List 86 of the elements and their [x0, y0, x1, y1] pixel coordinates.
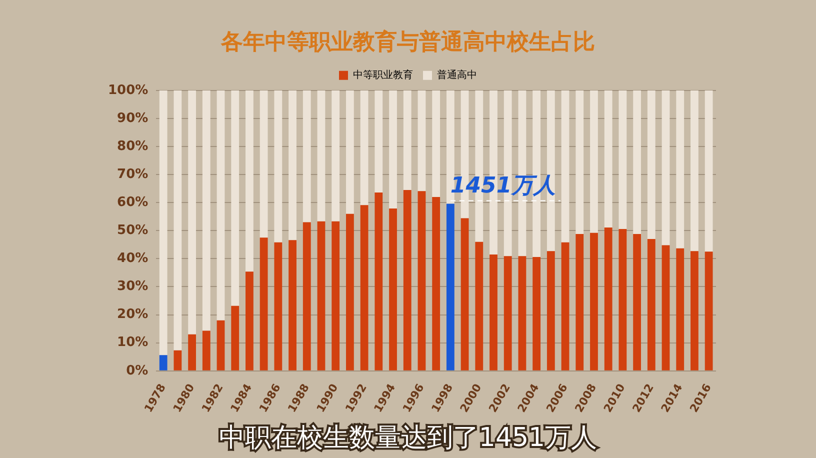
bar: [360, 205, 368, 370]
bar: [475, 242, 484, 370]
bar: [202, 90, 210, 331]
bar: [504, 256, 512, 370]
y-tick-label: 50%: [117, 223, 148, 238]
bar: [274, 90, 282, 242]
bar: [704, 90, 713, 252]
bar: [618, 228, 627, 370]
bar: [633, 234, 641, 370]
bar: [159, 90, 168, 356]
legend-label: 普通高中: [437, 68, 477, 81]
bar: [546, 251, 555, 370]
bar: [332, 90, 340, 222]
y-tick-label: 90%: [117, 110, 148, 126]
bar: [590, 232, 598, 370]
bar: [159, 355, 168, 370]
bar: [374, 192, 383, 370]
text: 中职在校生数量达到了1451万人: [218, 422, 598, 453]
bar: [174, 350, 182, 370]
annotation: 1451万人: [450, 173, 556, 198]
bar: [188, 334, 196, 370]
bar: [246, 272, 254, 370]
bar: [690, 251, 698, 370]
bar: [332, 221, 340, 370]
bar: [317, 221, 326, 370]
bar: [576, 234, 584, 370]
bar: [389, 90, 397, 208]
bar: [490, 254, 498, 370]
bar: [418, 90, 426, 192]
bar: [389, 208, 397, 370]
bar: [676, 248, 684, 370]
y-tick-label: 20%: [117, 307, 148, 322]
bar: [260, 90, 268, 238]
bar: [561, 90, 570, 242]
bar: [216, 320, 225, 370]
bar: [374, 90, 383, 192]
y-tick-label: 60%: [117, 194, 148, 210]
bar: [633, 90, 641, 234]
bar: [302, 222, 311, 370]
y-tick-label: 80%: [117, 138, 148, 154]
bar: [418, 191, 426, 370]
bar: [302, 90, 311, 222]
bar: [202, 330, 210, 370]
bar: [446, 204, 454, 370]
legend-label: 中等职业教育: [353, 68, 413, 81]
bar: [647, 239, 656, 370]
bar: [662, 90, 670, 246]
bar: [288, 90, 296, 240]
bar: [317, 90, 326, 222]
y-tick-label: 100%: [108, 82, 148, 98]
bar: [174, 90, 182, 350]
bar: [432, 90, 440, 197]
bar: [403, 190, 412, 370]
bar: [561, 242, 570, 370]
bar: [246, 90, 254, 272]
bar: [288, 240, 296, 370]
bar: [604, 228, 612, 370]
bar: [260, 238, 268, 370]
y-tick-label: 0%: [126, 363, 148, 378]
bar: [647, 90, 656, 240]
bar: [460, 218, 469, 370]
bar: [274, 242, 282, 370]
bar: [518, 256, 526, 370]
chart-title: 各年中等职业教育与普通高中校生占比: [220, 28, 595, 55]
bar: [231, 90, 240, 306]
bar: [403, 90, 412, 190]
y-tick-label: 40%: [117, 251, 148, 266]
bar: [346, 214, 354, 370]
bar: [662, 245, 670, 370]
bar: [216, 90, 225, 320]
bar: [690, 90, 698, 252]
bar: [604, 90, 612, 228]
bar: [360, 90, 368, 206]
bar: [346, 90, 354, 214]
bar: [231, 306, 240, 370]
y-tick-label: 30%: [117, 279, 148, 294]
bar: [432, 196, 440, 370]
bar: [576, 90, 584, 234]
y-tick-label: 10%: [117, 335, 148, 350]
bar: [618, 90, 627, 229]
bar: [188, 90, 196, 334]
bar: [532, 257, 541, 370]
bar: [590, 90, 598, 233]
bar: [704, 252, 713, 370]
y-tick-label: 70%: [117, 166, 148, 182]
bar: [676, 90, 684, 248]
